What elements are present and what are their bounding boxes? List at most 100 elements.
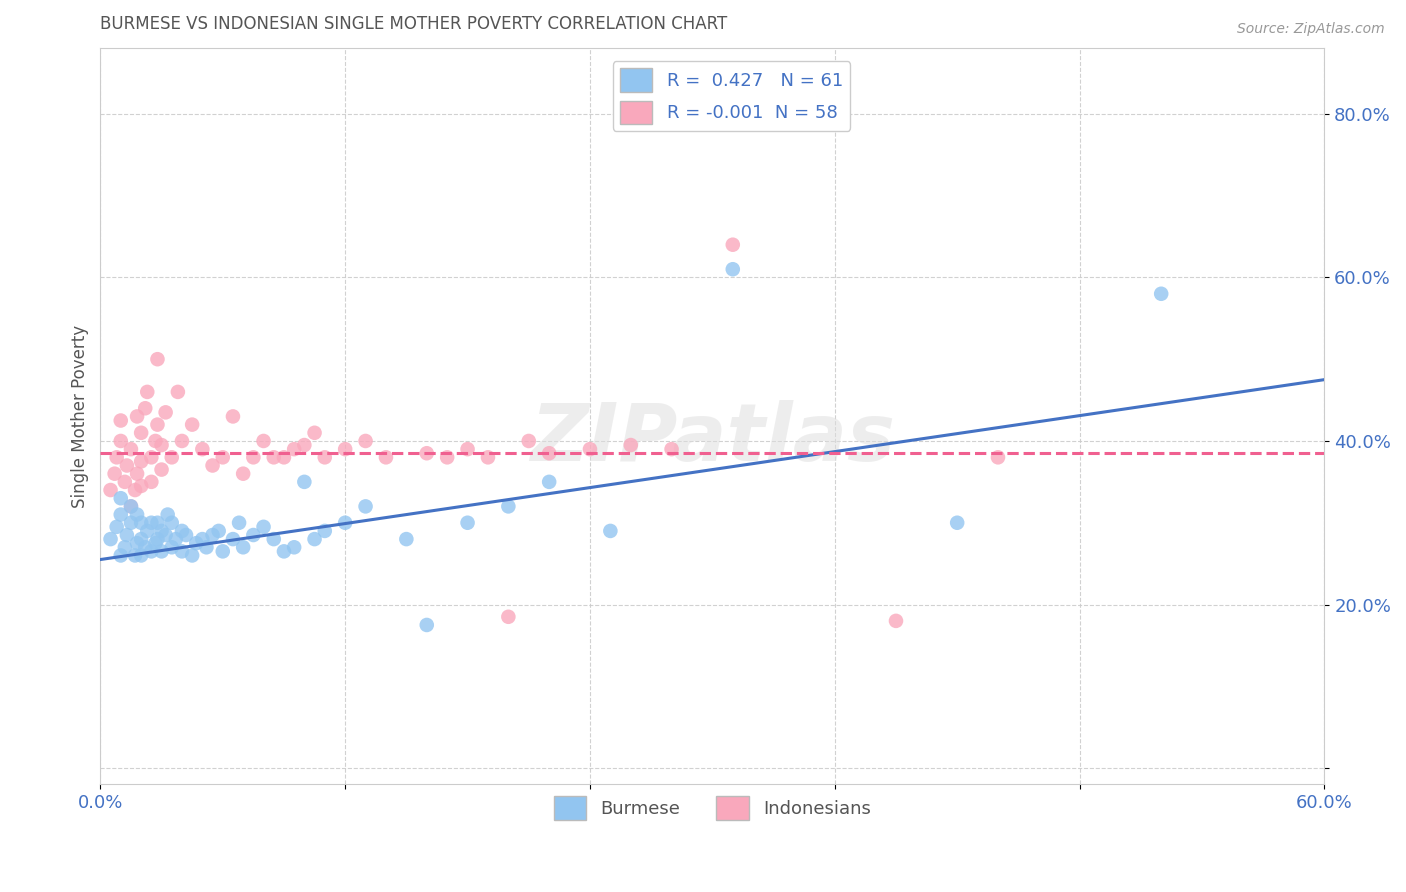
Point: [150, 524, 173, 538]
Point: [436, 450, 458, 465]
Point: [263, 532, 285, 546]
Point: [129, 532, 152, 546]
Point: [155, 405, 177, 419]
Point: [160, 541, 183, 555]
Point: [156, 508, 179, 522]
Point: [129, 516, 152, 530]
Point: [273, 544, 295, 558]
Point: [125, 536, 148, 550]
Point: [105, 520, 128, 534]
Point: [395, 532, 418, 546]
Point: [222, 532, 245, 546]
Point: [579, 442, 602, 457]
Point: [538, 475, 561, 489]
Point: [354, 434, 377, 448]
Point: [884, 614, 907, 628]
Point: [181, 417, 204, 432]
Point: [141, 450, 163, 465]
Point: [167, 384, 190, 399]
Point: [208, 524, 231, 538]
Point: [181, 549, 204, 563]
Point: [273, 450, 295, 465]
Point: [120, 516, 142, 530]
Point: [110, 413, 132, 427]
Text: BURMESE VS INDONESIAN SINGLE MOTHER POVERTY CORRELATION CHART: BURMESE VS INDONESIAN SINGLE MOTHER POVE…: [100, 15, 727, 33]
Point: [263, 450, 285, 465]
Point: [477, 450, 499, 465]
Point: [987, 450, 1010, 465]
Point: [946, 516, 969, 530]
Point: [333, 442, 356, 457]
Point: [195, 541, 218, 555]
Point: [105, 450, 128, 465]
Point: [150, 462, 173, 476]
Point: [228, 516, 250, 530]
Point: [125, 467, 148, 481]
Point: [110, 434, 132, 448]
Point: [129, 549, 152, 563]
Point: [141, 475, 163, 489]
Point: [242, 528, 264, 542]
Point: [150, 438, 173, 452]
Point: [283, 541, 305, 555]
Point: [125, 409, 148, 424]
Point: [146, 352, 169, 367]
Point: [174, 528, 197, 542]
Point: [110, 549, 132, 563]
Point: [191, 532, 214, 546]
Point: [304, 425, 326, 440]
Point: [129, 454, 152, 468]
Point: [222, 409, 245, 424]
Point: [252, 434, 274, 448]
Point: [146, 516, 169, 530]
Point: [129, 479, 152, 493]
Point: [186, 536, 208, 550]
Point: [721, 262, 744, 277]
Point: [145, 536, 167, 550]
Point: [120, 500, 142, 514]
Point: [457, 442, 479, 457]
Point: [201, 458, 224, 473]
Point: [120, 442, 142, 457]
Point: [538, 446, 561, 460]
Point: [191, 442, 214, 457]
Point: [498, 500, 520, 514]
Point: [115, 458, 138, 473]
Point: [252, 520, 274, 534]
Point: [232, 541, 254, 555]
Text: Source: ZipAtlas.com: Source: ZipAtlas.com: [1237, 22, 1385, 37]
Text: ZIPatlas: ZIPatlas: [530, 400, 894, 477]
Point: [201, 528, 224, 542]
Point: [211, 450, 233, 465]
Point: [292, 475, 315, 489]
Point: [170, 544, 193, 558]
Point: [146, 417, 169, 432]
Point: [211, 544, 233, 558]
Point: [134, 541, 156, 555]
Point: [170, 434, 193, 448]
Point: [120, 500, 142, 514]
Point: [114, 541, 136, 555]
Point: [141, 516, 163, 530]
Point: [457, 516, 479, 530]
Point: [110, 508, 132, 522]
Point: [721, 237, 744, 252]
Point: [599, 524, 621, 538]
Point: [100, 483, 122, 497]
Point: [115, 528, 138, 542]
Point: [104, 467, 127, 481]
Point: [1150, 286, 1173, 301]
Point: [160, 516, 183, 530]
Point: [242, 450, 264, 465]
Point: [155, 528, 177, 542]
Point: [416, 618, 439, 632]
Point: [170, 524, 193, 538]
Point: [136, 524, 159, 538]
Point: [292, 438, 315, 452]
Point: [124, 549, 146, 563]
Point: [283, 442, 305, 457]
Point: [141, 544, 163, 558]
Point: [416, 446, 439, 460]
Point: [136, 384, 159, 399]
Point: [100, 532, 122, 546]
